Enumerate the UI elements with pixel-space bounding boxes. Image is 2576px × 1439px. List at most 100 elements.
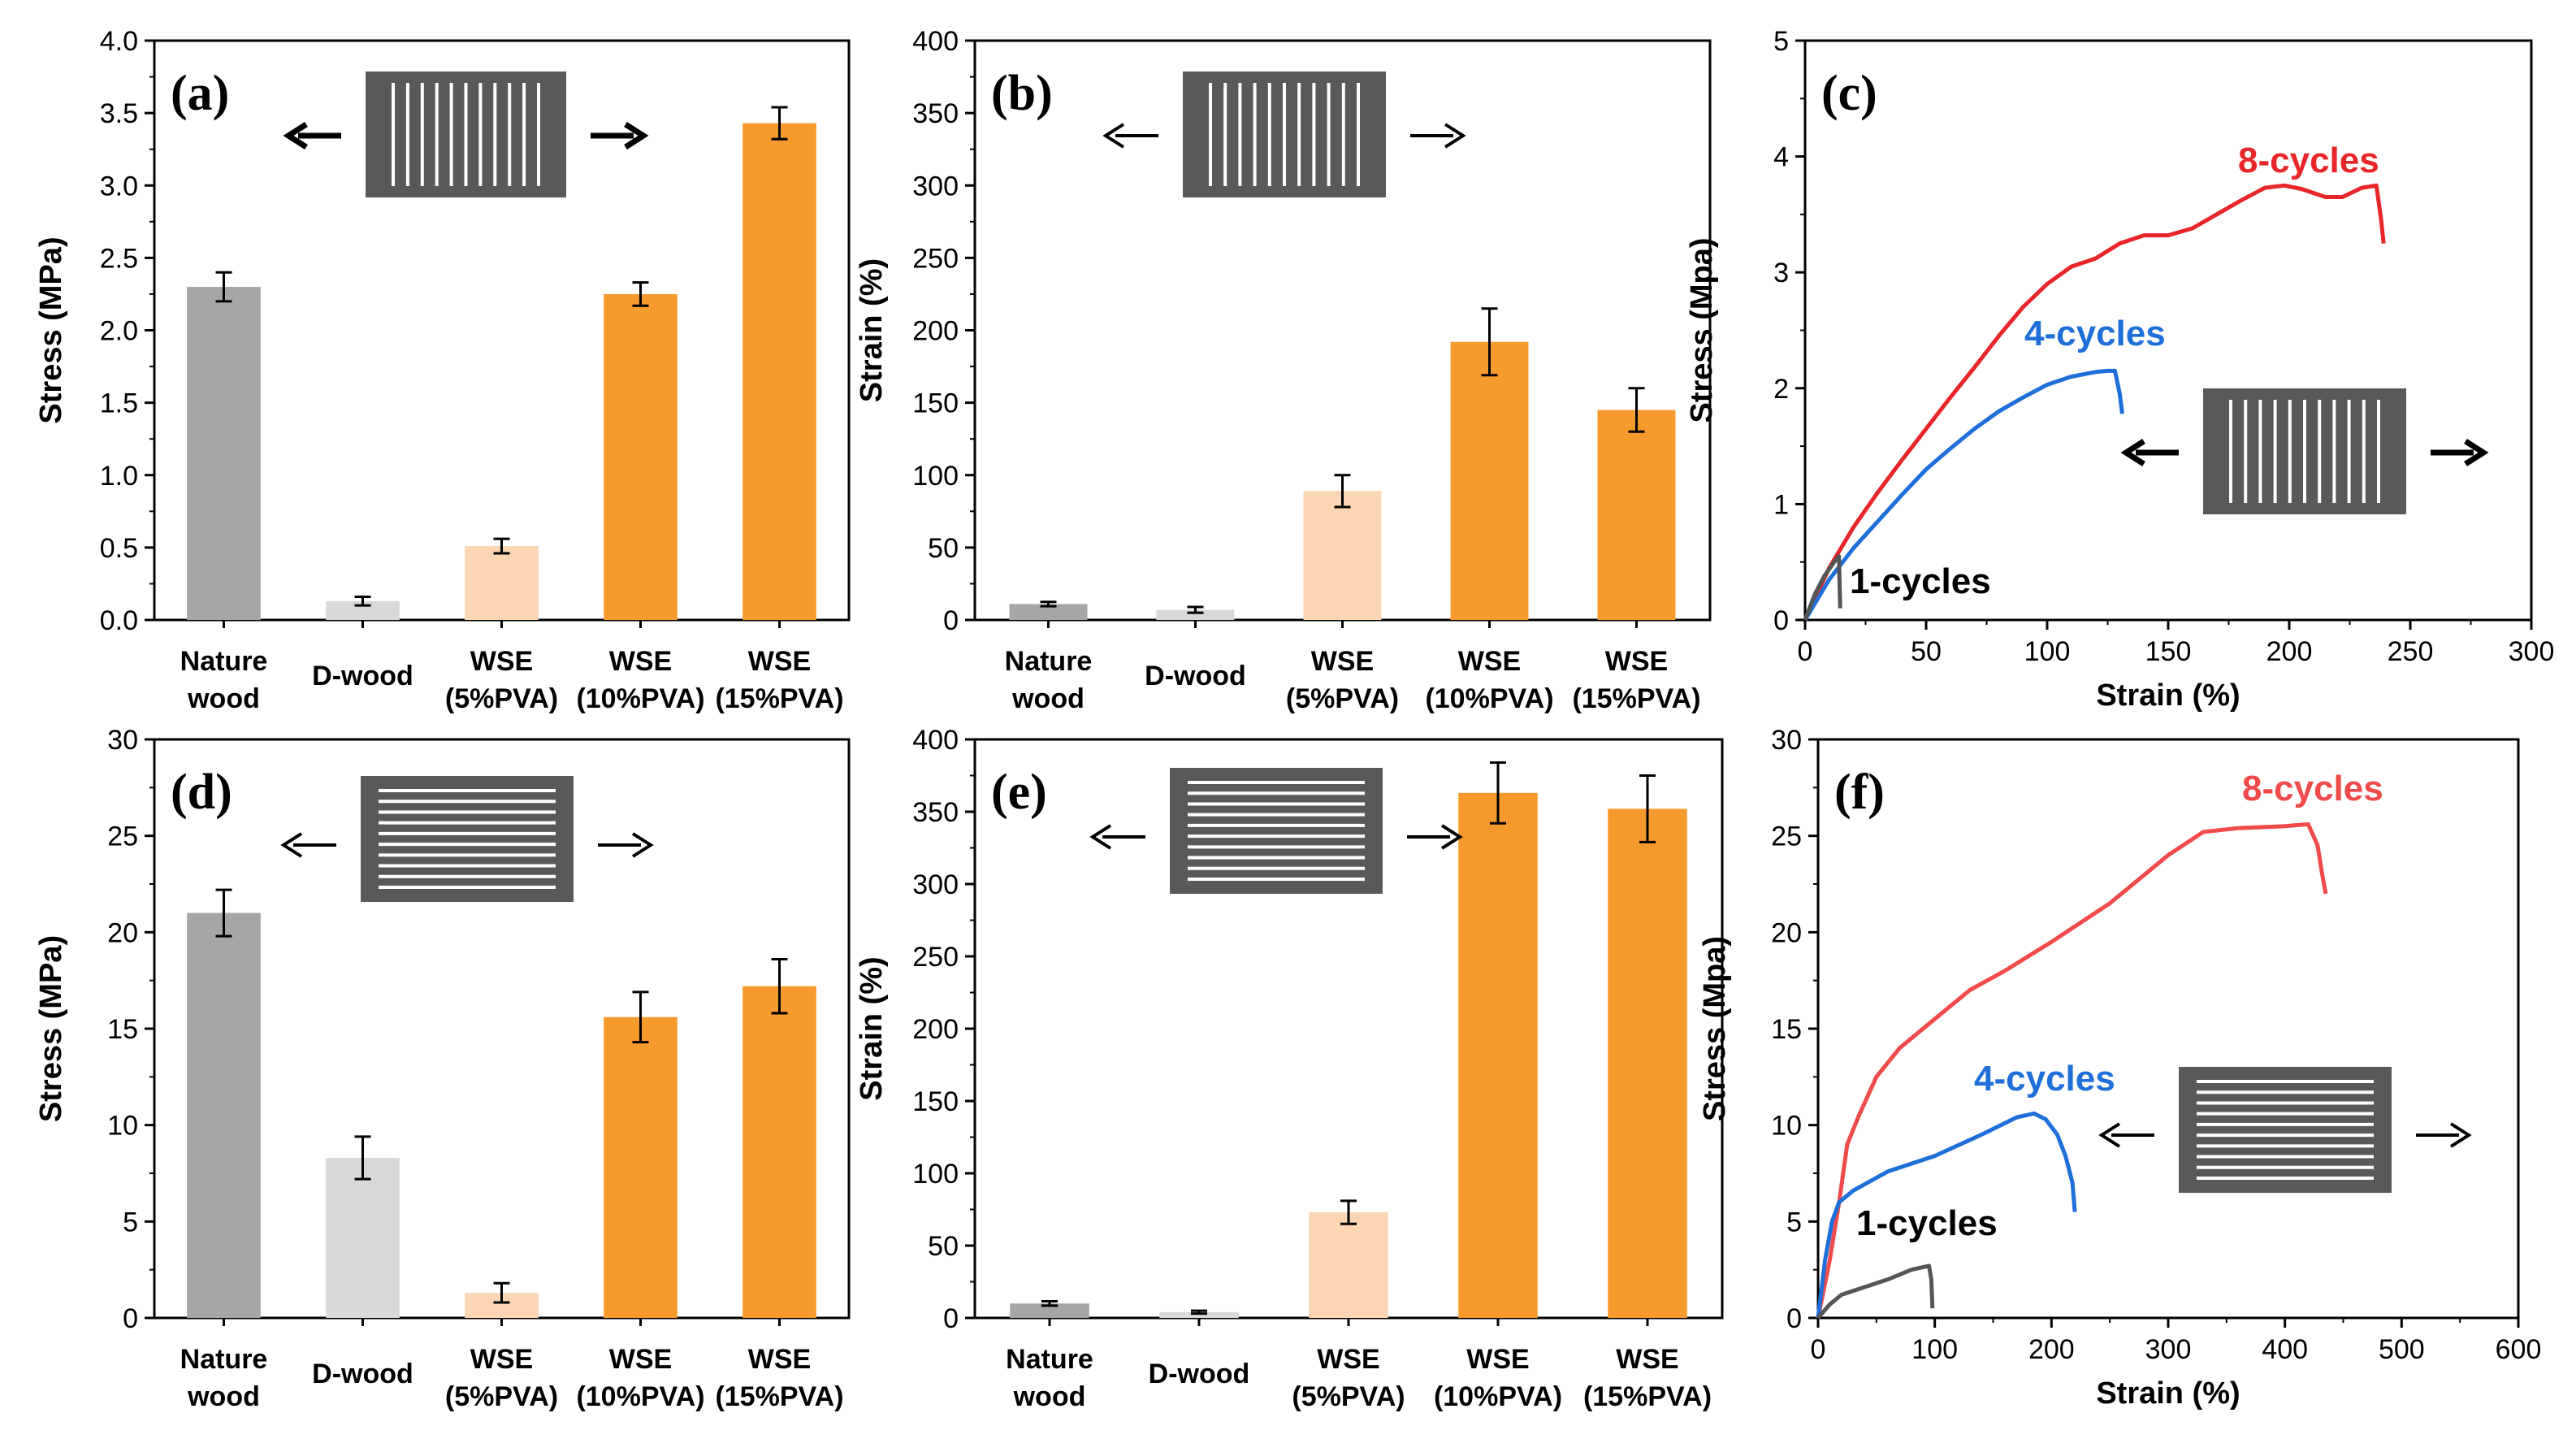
x-category-label: WSE: [748, 646, 811, 677]
bar: [187, 287, 261, 620]
series-annotation: 8-cycles: [2242, 769, 2383, 808]
sample-inset: [2120, 388, 2489, 514]
chart-panel-f: 0 5 10 15 20 25 30 Stress (Mpa) (f) 0 100 200 300 400…: [1698, 725, 2541, 1411]
y-tick-label: 50: [928, 1231, 959, 1262]
y-tick-label: 15: [107, 1014, 138, 1045]
chart-panel-e: 0 50 100 150 200 250 300 350 400 Strain (%) (e) Nat…: [855, 725, 1724, 1412]
series-line-1-cycles: [1816, 1263, 1935, 1320]
series-annotation: 1-cycles: [1850, 561, 1991, 601]
x-tick-label: 100: [1911, 1334, 1958, 1365]
bar: [1159, 1311, 1239, 1318]
y-axis-label: Stress (MPa): [34, 935, 68, 1122]
x-category-label: (10%PVA): [1434, 1381, 1562, 1412]
x-tick-label: 150: [2145, 636, 2192, 667]
x-category-label: WSE: [609, 1344, 672, 1375]
x-category-label: WSE: [470, 1344, 533, 1375]
y-tick-label: 200: [912, 1014, 959, 1045]
x-category-label: (5%PVA): [1286, 683, 1399, 714]
y-tick-label: 0.5: [100, 533, 138, 564]
y-tick-label: 350: [912, 98, 959, 129]
x-tick-label: 400: [2262, 1334, 2308, 1365]
series-annotation: 1-cycles: [1856, 1203, 1998, 1243]
y-tick-label: 2: [1773, 374, 1789, 405]
y-tick-label: 150: [912, 388, 959, 419]
y-tick-label: 30: [1771, 725, 1802, 756]
chart-panel-c: 0 1 2 3 4 5 Stress (Mpa) (c) 0 50 100 150 200 250 300 S…: [1685, 26, 2554, 713]
left-arrow-head: [2098, 1122, 2121, 1148]
y-tick-label: 3.0: [100, 171, 138, 202]
x-tick-label: 0: [1811, 1334, 1826, 1365]
x-tick-label: 300: [2145, 1334, 2192, 1365]
plot-frame: [1803, 39, 2533, 622]
y-tick-label: 1: [1773, 489, 1789, 520]
x-category-label: Nature: [1006, 1344, 1093, 1375]
y-tick-label: 250: [912, 243, 959, 274]
y-tick-label: 4: [1773, 142, 1789, 173]
bar: [742, 986, 816, 1318]
y-tick-label: 1.0: [100, 461, 138, 492]
y-tick-label: 3: [1773, 258, 1789, 288]
x-category-label: wood: [187, 1381, 260, 1412]
y-tick-label: 5: [1786, 1207, 1802, 1237]
y-tick-label: 300: [912, 869, 959, 900]
x-category-label: WSE: [1605, 646, 1668, 677]
y-tick-label: 25: [1771, 821, 1802, 852]
x-category-label: (10%PVA): [576, 1381, 704, 1412]
x-tick-label: 500: [2379, 1334, 2425, 1365]
x-tick-label: 300: [2509, 636, 2555, 667]
y-tick-label: 400: [912, 26, 959, 57]
y-axis-label: Stress (Mpa): [1698, 936, 1732, 1121]
sample-inset: [1102, 72, 1466, 197]
bar: [604, 1016, 678, 1318]
sample-inset: [283, 72, 649, 197]
y-tick-label: 150: [912, 1086, 959, 1117]
x-category-label: (5%PVA): [445, 1381, 558, 1412]
y-tick-label: 2.5: [100, 243, 138, 274]
x-category-label: (15%PVA): [1572, 683, 1700, 714]
y-axis-label: Stress (Mpa): [1685, 237, 1719, 423]
x-category-label: (10%PVA): [576, 683, 704, 714]
right-arrow-head: [2464, 439, 2489, 466]
y-tick-label: 10: [1771, 1111, 1802, 1142]
bar: [187, 912, 261, 1318]
y-tick-label: 200: [912, 316, 959, 347]
x-category-label: WSE: [609, 646, 672, 677]
y-tick-label: 400: [912, 725, 959, 756]
y-axis-label: Stress (MPa): [34, 236, 68, 423]
y-tick-label: 20: [1771, 917, 1802, 948]
series-annotation: 8-cycles: [2238, 141, 2379, 180]
y-tick-label: 2.0: [100, 316, 138, 347]
y-axis-label: Strain (%): [855, 258, 889, 402]
x-category-label: WSE: [1311, 646, 1374, 677]
series-annotation: 4-cycles: [2024, 314, 2166, 353]
x-category-label: wood: [187, 683, 260, 714]
right-arrow-head: [1444, 123, 1466, 149]
x-axis-label: Strain (%): [2096, 1376, 2240, 1411]
x-category-label: WSE: [1466, 1344, 1529, 1375]
y-tick-label: 50: [928, 533, 959, 564]
y-tick-label: 350: [912, 797, 959, 828]
x-category-label: D-wood: [1149, 1359, 1250, 1389]
left-arrow-head: [1089, 824, 1112, 850]
y-tick-label: 25: [107, 821, 138, 852]
bar: [1608, 808, 1687, 1318]
chart-panel-a: 0.0 0.5 1.0 1.5 2.0 2.5 3.0 3.5 4.0 Stress (MPa) (…: [34, 26, 851, 714]
x-tick-label: 600: [2496, 1334, 2542, 1365]
y-tick-label: 30: [107, 725, 138, 756]
y-tick-label: 5: [1773, 26, 1789, 57]
x-category-label: Nature: [180, 646, 268, 677]
right-arrow-head: [624, 122, 649, 150]
y-tick-label: 0: [943, 605, 959, 636]
right-arrow-head: [2449, 1122, 2472, 1148]
y-tick-label: 20: [107, 917, 138, 948]
x-tick-label: 100: [2024, 636, 2071, 667]
x-tick-label: 50: [1911, 636, 1942, 667]
panel-label: (e): [991, 765, 1047, 820]
chart-panel-b: 0 50 100 150 200 250 300 350 400 Strain (%) (b) Nat…: [855, 26, 1712, 714]
panel-label: (d): [171, 765, 232, 820]
y-tick-label: 5: [123, 1207, 138, 1237]
left-arrow-head: [280, 832, 303, 858]
y-tick-label: 10: [107, 1111, 138, 1142]
panel-label: (a): [171, 66, 229, 121]
